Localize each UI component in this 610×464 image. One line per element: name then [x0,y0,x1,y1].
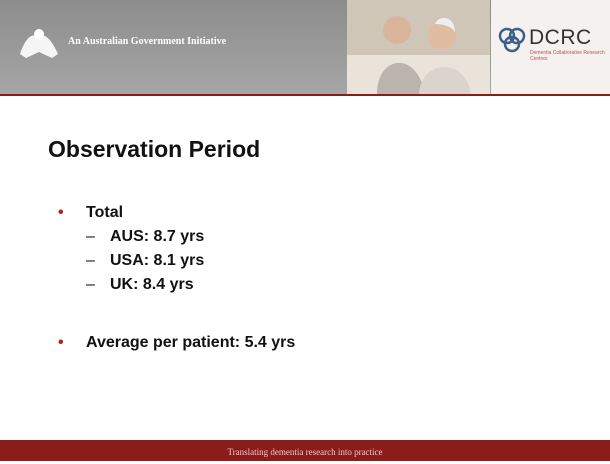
bullet: Average per patient: 5.4 yrs [58,331,295,355]
crest [16,24,62,64]
logo-subtitle: Dementia Collaborative Research Centres [530,50,608,62]
bullet-text: Total [86,204,123,221]
header-rule [0,94,610,96]
sub-bullet: USA: 8.1 yrs [86,249,295,273]
sub-bullet: UK: 8.4 yrs [86,273,295,297]
header-bar: An Australian Government Initiative DCRC… [0,0,610,94]
dcrc-logo: DCRC Dementia Collaborative Research Cen… [491,0,610,94]
photo [347,0,490,94]
sub-bullet: AUS: 8.7 yrs [86,225,295,249]
bullet: Total AUS: 8.7 yrsUSA: 8.1 yrsUK: 8.4 yrs [58,201,295,297]
logo-name: DCRC [529,26,592,50]
bullet-list: Total AUS: 8.7 yrsUSA: 8.1 yrsUK: 8.4 yrs… [58,201,295,355]
sub-list: AUS: 8.7 yrsUSA: 8.1 yrsUK: 8.4 yrs [86,225,295,297]
bullet-text: Average per patient: 5.4 yrs [86,334,295,351]
logo-mark [495,26,531,56]
government-text: An Australian Government Initiative [68,36,226,47]
footer: Translating dementia research into pract… [0,440,610,461]
slide: An Australian Government Initiative DCRC… [0,0,610,461]
slide-title: Observation Period [48,136,260,163]
